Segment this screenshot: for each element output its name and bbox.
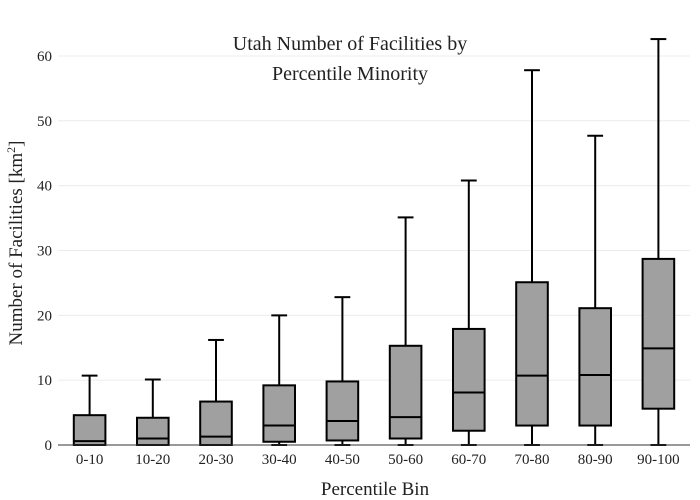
box-10-20 (136, 378, 170, 446)
box-30-40 (262, 314, 296, 446)
y-axis-title-text: Number of Facilities (6, 188, 27, 345)
chart-title-line-2: Percentile Minority (272, 63, 428, 85)
x-tick-label: 0-10 (76, 452, 104, 468)
y-tick-label: 40 (37, 179, 52, 195)
box-20-30 (199, 338, 233, 446)
y-axis-title: Number of Facilities [km2] (4, 141, 27, 346)
y-tick-label: 50 (37, 114, 52, 130)
box-40-50 (325, 296, 360, 446)
y-tick-labels: 0 10 20 30 40 50 60 (37, 49, 52, 454)
y-axis-unit: km (6, 153, 27, 178)
x-tick-label: 40-50 (325, 452, 360, 468)
y-tick-label: 20 (37, 308, 52, 324)
box-90-100 (641, 38, 676, 446)
box-series (72, 38, 676, 446)
iqr-box (641, 257, 676, 410)
iqr-box (325, 380, 360, 442)
iqr-box (262, 384, 296, 443)
x-tick-label: 80-90 (578, 452, 613, 468)
x-axis-title: Percentile Bin (321, 479, 430, 500)
y-tick-label: 30 (37, 243, 52, 259)
x-tick-label: 50-60 (388, 452, 423, 468)
iqr-box (515, 281, 549, 427)
box-60-70 (452, 179, 486, 446)
box-0-10 (72, 374, 107, 446)
x-tick-label: 20-30 (199, 452, 234, 468)
iqr-box (452, 327, 486, 432)
x-tick-label: 10-20 (135, 452, 170, 468)
x-tick-label: 60-70 (451, 452, 486, 468)
iqr-box (136, 416, 170, 446)
iqr-box (578, 307, 613, 427)
y-axis-unit-exponent: 2 (4, 147, 18, 153)
y-tick-label: 0 (45, 438, 53, 454)
chart-title-line-1: Utah Number of Facilities by (233, 33, 467, 55)
x-tick-label: 30-40 (262, 452, 297, 468)
x-tick-labels: 0-10 10-20 20-30 30-40 40-50 50-60 60-70 70-80 8… (76, 452, 680, 468)
iqr-box (388, 344, 423, 440)
box-70-80 (515, 69, 549, 446)
x-tick-label: 90-100 (637, 452, 680, 468)
iqr-box (199, 400, 233, 446)
box-50-60 (388, 216, 423, 446)
x-tick-label: 70-80 (515, 452, 550, 468)
box-80-90 (578, 134, 613, 446)
y-tick-label: 60 (37, 49, 52, 65)
y-tick-label: 10 (37, 373, 52, 389)
